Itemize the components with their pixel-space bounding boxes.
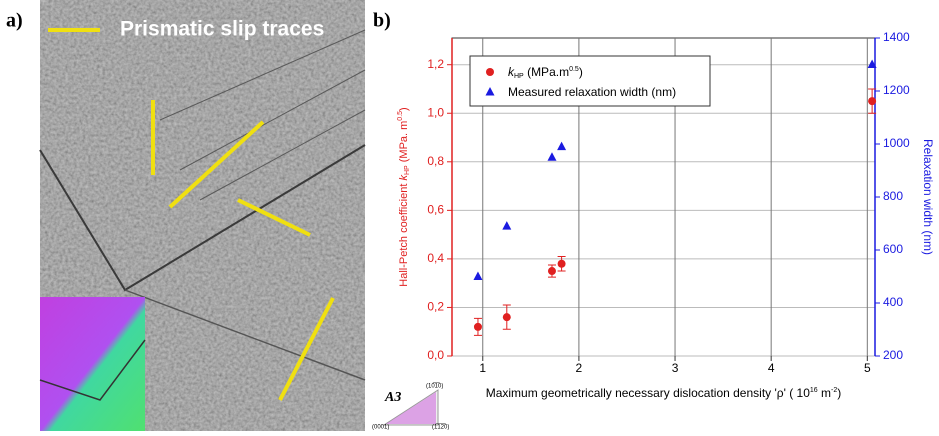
y-tick-label: 0,0 [427,348,444,362]
point [867,59,877,68]
label-part: k [508,65,515,79]
point [502,313,511,322]
label-part: (MPa.m [524,65,569,79]
y2-tick-label: 600 [883,242,903,256]
point [502,221,512,230]
key-corner: (10̅1̅0) [426,383,443,390]
y-tick-label: 0,8 [427,154,444,168]
label-part: ) [579,65,583,79]
label-part: 0.5 [397,111,404,121]
legend-text: Prismatic slip traces [120,18,324,41]
label-part: 16 [810,387,818,394]
legend-marker [486,68,494,76]
key-corner: (1̅1̅2̅0) [432,424,449,431]
panel-label: a) [6,10,23,32]
y2-axis-label: Relaxation width (nm) [921,139,935,255]
x-tick-label: 3 [672,361,679,375]
legend-marker [485,87,495,96]
panel-label: b) [373,10,391,32]
y-tick-label: 0,2 [427,300,444,314]
x-axis-label: Maximum geometrically necessary dislocat… [486,386,842,400]
legend-label: kHP (MPa.m0.5) [508,65,583,80]
point [557,259,566,268]
label-part: Hall-Petch coefficient [398,181,410,287]
point [547,267,556,276]
y-tick-label: 0,6 [427,203,444,217]
label-part: ) [837,386,841,400]
y2-tick-label: 1000 [883,136,910,150]
label-part: k [398,175,410,181]
y2-tick-label: 800 [883,189,903,203]
label-part: HP [514,73,524,80]
point [473,322,482,331]
label-part: Maximum geometrically necessary dislocat… [486,386,811,400]
point [557,141,567,151]
x-tick-label: 2 [576,361,583,375]
legend-label: Measured relaxation width (nm) [508,85,676,99]
y-tick-label: 1,2 [427,57,444,71]
key-title: A3 [384,390,401,405]
label-part: m [818,386,831,400]
label-part: 0.5 [569,66,579,73]
x-tick-label: 5 [864,361,871,375]
y2-tick-label: 400 [883,295,903,309]
label-part: -2 [831,387,837,394]
y2-tick-label: 200 [883,348,903,362]
label-part: (MPa. m [398,121,410,166]
x-tick-label: 4 [768,361,775,375]
point [868,97,877,106]
y2-tick-label: 1200 [883,83,910,97]
point [473,271,483,280]
micrograph [39,0,366,431]
plot: 0,0 0,2 0,4 0,6 0,8 1,0 1,2 1 2 3 4 5 200 400 600 800 10… [397,30,934,400]
y-axis-label: Hall-Petch coefficient kHP (MPa. m0.5) [397,107,411,286]
point [547,152,557,161]
label-part: ) [398,107,410,111]
legend-box [469,55,711,107]
y2-tick-label: 1400 [883,30,910,44]
color-key: A3 (0001) (10̅1̅0) (1̅1̅2̅0) [372,383,449,431]
y-tick-label: 1,0 [427,105,444,119]
key-corner: (0001) [372,425,389,431]
x-tick-label: 1 [479,361,486,375]
y-tick-label: 0,4 [427,251,444,265]
label-part: HP [404,165,411,175]
